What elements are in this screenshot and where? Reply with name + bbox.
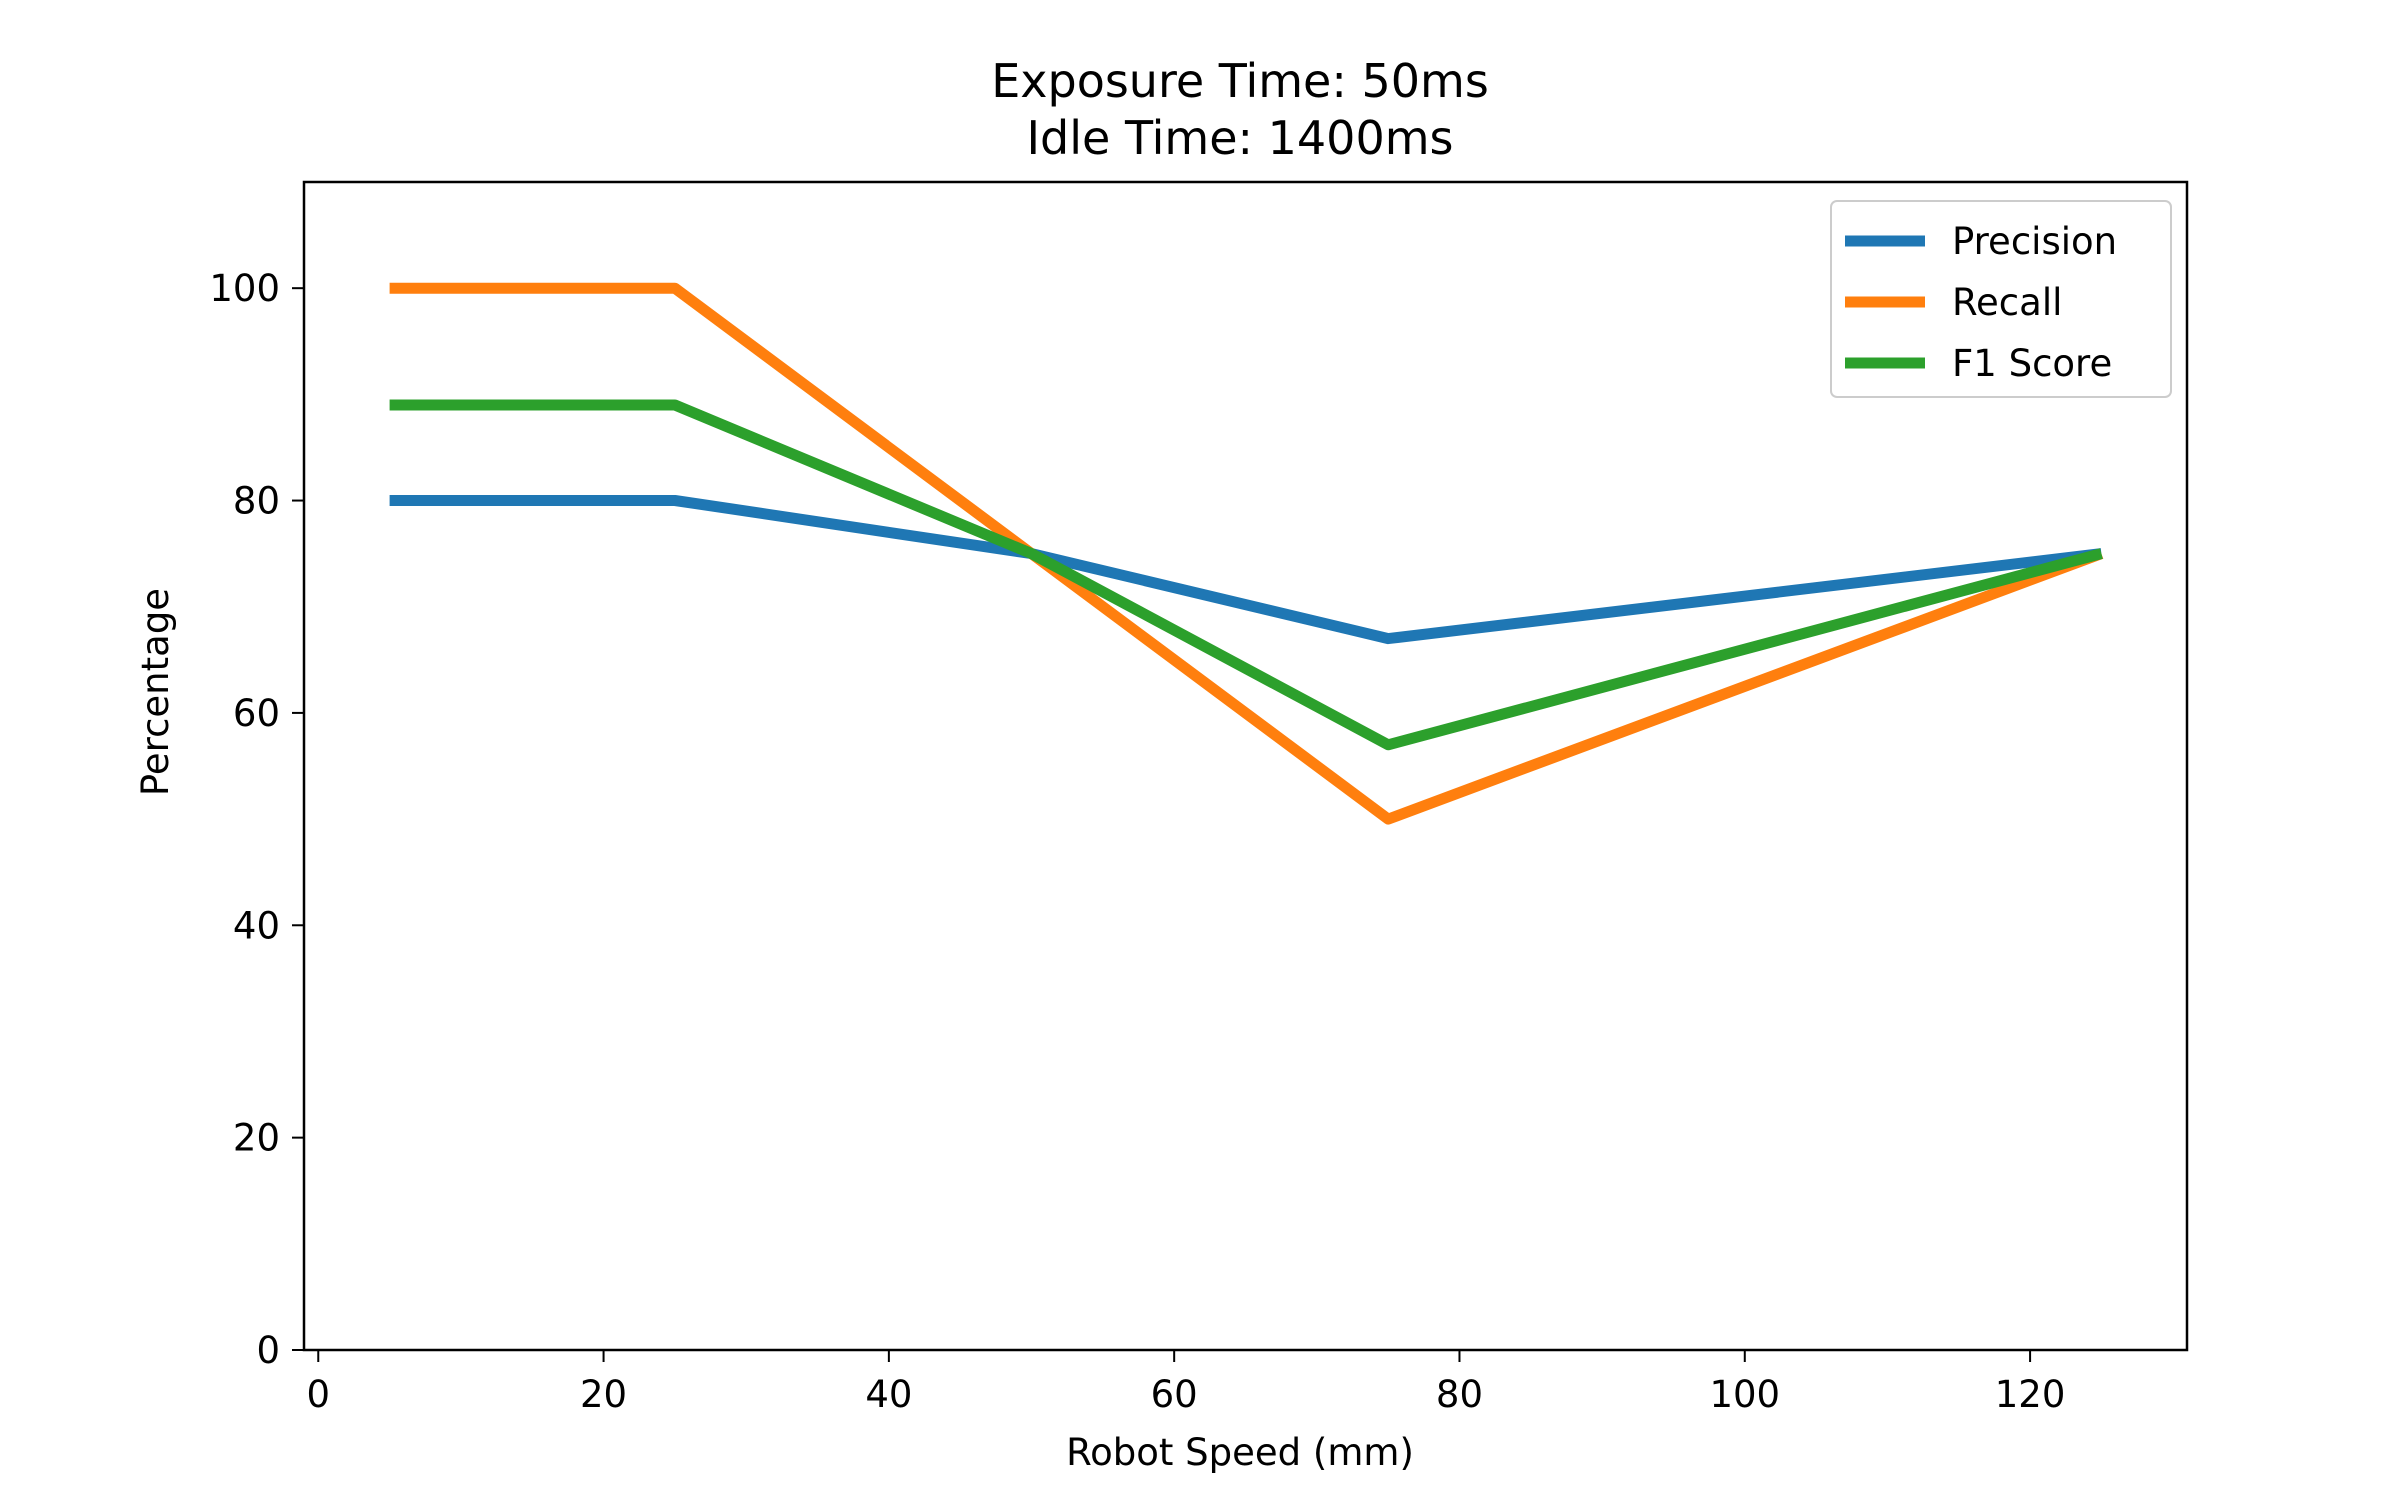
x-tick-label: 100 (1709, 1373, 1780, 1416)
legend-label: F1 Score (1952, 342, 2112, 385)
chart-title-line-1: Exposure Time: 50ms (991, 54, 1489, 108)
x-tick-label: 120 (1995, 1373, 2066, 1416)
legend-box (1830, 200, 2172, 398)
y-tick-label: 100 (209, 267, 280, 310)
x-tick-label: 60 (1151, 1373, 1198, 1416)
y-tick-label: 40 (233, 904, 280, 947)
x-tick-label: 40 (865, 1373, 912, 1416)
axes-frame (302, 180, 2189, 1352)
plot-area: 0 20 40 60 80 100 120 0 20 40 60 80 100 Precision Reca… (209, 180, 2189, 1416)
chart-title-line-2: Idle Time: 1400ms (1026, 111, 1453, 165)
legend-label: Precision (1952, 220, 2117, 263)
y-tick-label: 80 (233, 480, 280, 523)
x-tick-label: 80 (1436, 1373, 1483, 1416)
legend-label: Recall (1952, 281, 2062, 324)
y-tick-label: 20 (233, 1117, 280, 1160)
series-line-f1-score (389, 399, 2103, 751)
x-tick-label: 0 (306, 1373, 330, 1416)
x-tick-label: 20 (580, 1373, 627, 1416)
y-axis-label: Percentage (134, 588, 177, 796)
y-tick-label: 0 (256, 1329, 280, 1372)
x-axis-label: Robot Speed (mm) (1066, 1431, 1414, 1474)
y-tick-label: 60 (233, 692, 280, 735)
